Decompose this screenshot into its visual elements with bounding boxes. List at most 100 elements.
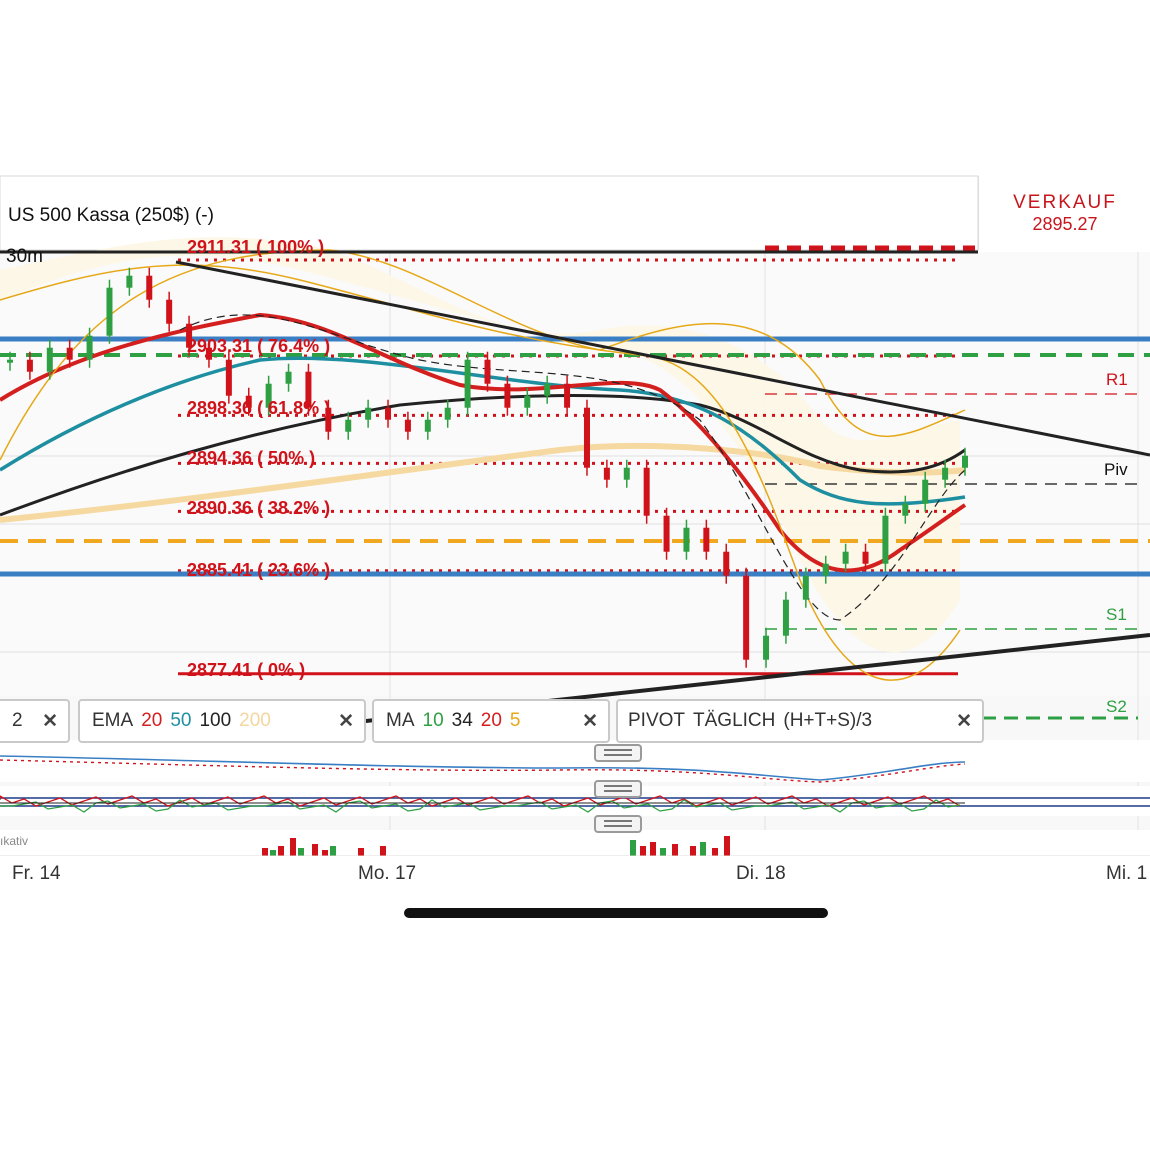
pivot-formula: (H+T+S)/3	[783, 710, 873, 731]
ma-period-34: 34	[451, 710, 473, 731]
volume-bar	[640, 846, 646, 856]
rsi-pane	[0, 786, 1150, 816]
volume-bar	[290, 838, 296, 856]
candle-body	[305, 371, 312, 408]
indicator-box-1[interactable]: 2 ✕	[0, 699, 70, 743]
candle-body	[285, 371, 292, 384]
pivot-s1-label: S1	[1106, 605, 1127, 624]
volume-bar	[358, 848, 364, 856]
candle-body	[822, 563, 829, 576]
home-indicator	[404, 908, 828, 918]
candle-body	[46, 347, 53, 372]
pivot-indicator-box[interactable]: PIVOT TÄGLICH (H+T+S)/3 ✕	[616, 699, 984, 743]
indicator-1-close-icon[interactable]: ✕	[42, 710, 58, 732]
volume-bar	[690, 846, 696, 856]
candle-body	[942, 467, 949, 480]
sell-price: 2895.27	[1032, 214, 1098, 234]
x-axis-label-fri: Fr. 14	[12, 863, 61, 884]
candle-body	[325, 407, 332, 432]
sell-button[interactable]: VERKAUF 2895.27	[978, 176, 1150, 250]
ema-name: EMA	[92, 710, 134, 731]
volume-bar	[672, 844, 678, 856]
x-axis-label-wed: Mi. 1	[1106, 863, 1148, 884]
ema-indicator-box[interactable]: EMA 20 50 100 200 ✕	[78, 699, 366, 743]
candle-body	[922, 479, 929, 504]
fib-label-50: 2894.36 ( 50% )	[187, 448, 316, 468]
candle-body	[643, 467, 650, 516]
ma-period-10: 10	[422, 710, 444, 731]
candle-body	[126, 275, 133, 288]
fib-label-100: 2911.31 ( 100% )	[187, 237, 325, 257]
candle-body	[683, 527, 690, 552]
volume-bar	[278, 846, 284, 856]
candle-body	[106, 287, 113, 336]
ma-dashed-line	[179, 314, 966, 621]
candle-body	[26, 359, 33, 372]
volume-bar	[298, 848, 304, 856]
pivot-piv-label: Piv	[1104, 460, 1128, 479]
volume-bar	[262, 848, 268, 856]
candle-body	[882, 515, 889, 564]
pane-resize-handle-1[interactable]	[594, 744, 642, 762]
ma-period-5: 5	[509, 710, 521, 731]
ema-period-50: 50	[170, 710, 192, 731]
macd-pane	[0, 740, 1150, 782]
candle-body	[524, 395, 531, 408]
ema-period-100: 100	[199, 710, 232, 731]
ema-20-line	[0, 312, 967, 573]
candle-body	[862, 551, 869, 564]
ma-indicator-box[interactable]: MA 10 34 20 5 ✕	[372, 699, 610, 743]
ema-close-icon[interactable]: ✕	[338, 710, 354, 732]
candle-body	[603, 467, 610, 480]
volume-pane	[0, 830, 1150, 855]
volume-bar	[270, 850, 276, 856]
candle-body	[663, 515, 670, 552]
candle-body	[703, 527, 710, 552]
header-bar	[0, 175, 979, 251]
volume-bar	[322, 850, 328, 856]
ema-100-line	[0, 394, 966, 517]
candle-body	[504, 383, 511, 408]
candle-body	[962, 455, 968, 468]
ma-close-icon[interactable]: ✕	[582, 710, 598, 732]
instrument-title: US 500 Kassa (250$) (-)	[8, 205, 214, 226]
volume-bar	[630, 840, 636, 856]
candle-body	[484, 359, 491, 384]
candle-body	[763, 635, 770, 660]
candle-body	[842, 551, 849, 564]
stoch-d	[0, 799, 961, 813]
pivot-close-icon[interactable]: ✕	[956, 710, 972, 732]
volume-bar	[330, 846, 336, 856]
candles-group	[7, 267, 968, 668]
main-pane	[0, 252, 1150, 696]
volume-bar	[724, 836, 730, 856]
volume-bar	[650, 842, 656, 856]
pane-resize-handle-3[interactable]	[594, 815, 642, 833]
candle-body	[205, 347, 212, 360]
fib-label-76: 2903.31 ( 76.4% )	[187, 336, 331, 356]
pivot-s2-label: S2	[1106, 697, 1127, 716]
candle-body	[385, 407, 392, 420]
candle-body	[66, 347, 73, 360]
volume-pane-label: ıkativ	[0, 834, 29, 848]
candle-body	[564, 383, 571, 408]
ema-period-200: 200	[239, 710, 271, 731]
candle-body	[265, 383, 272, 408]
x-axis-label-mon: Mo. 17	[358, 863, 417, 884]
candle-body	[225, 359, 232, 396]
fib-label-0: 2877.41 ( 0% )	[187, 660, 306, 680]
candle-body	[723, 551, 730, 576]
volume-bar	[380, 846, 386, 856]
timeframe-label[interactable]: 30m	[6, 246, 43, 267]
candle-body	[424, 419, 431, 432]
sell-label: VERKAUF	[1013, 192, 1117, 213]
pane-resize-handle-2[interactable]	[594, 780, 642, 798]
candle-body	[802, 575, 809, 600]
fib-label-38: 2890.36 ( 38.2% )	[187, 498, 331, 518]
candle-body	[86, 335, 93, 360]
candle-body	[583, 407, 590, 468]
fib-label-23: 2885.41 ( 23.6% )	[187, 560, 331, 580]
pivot-r1-label: R1	[1106, 370, 1128, 389]
x-axis-band	[0, 856, 1150, 896]
